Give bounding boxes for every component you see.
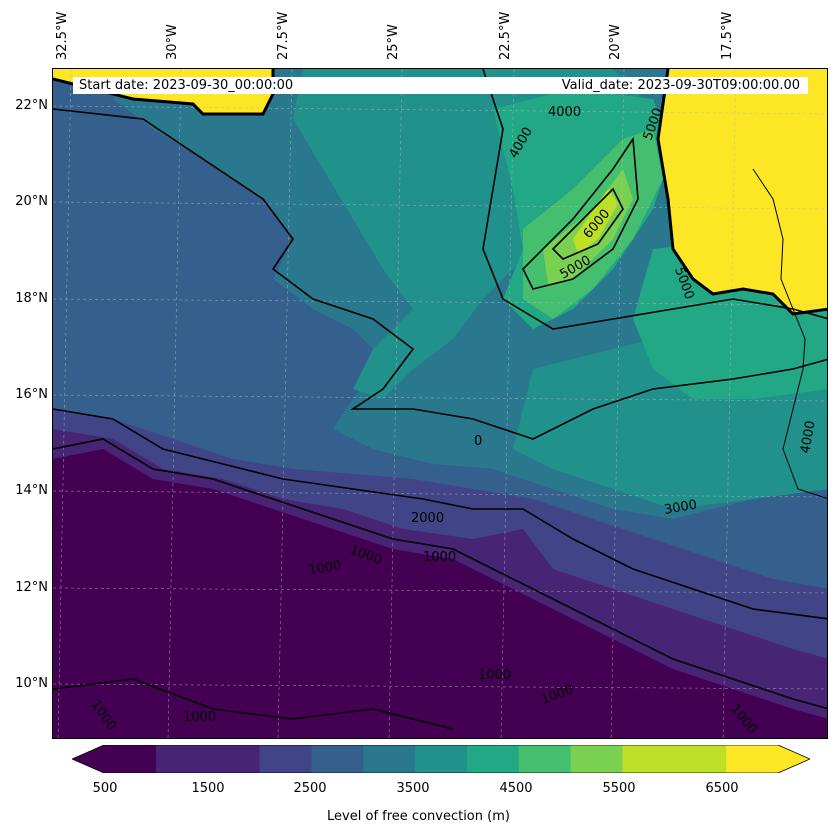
coastline [752,168,827,499]
field-5500-6000 [573,189,618,254]
contour-label: 4000 [798,419,819,454]
colorbar-segment [674,745,727,773]
contour-1000 [53,438,827,710]
contour-label: 2000 [411,511,444,526]
lat-label-16N: 16°N [15,387,48,402]
lat-label-14N: 14°N [15,483,48,498]
contour-2000 [53,408,827,620]
contour-label: 1000 [307,559,342,578]
field-above-7000-africa [658,69,827,314]
contour-3000 [53,108,827,440]
colorbar-segment [259,745,312,773]
lon-label-17.5W: 17.5°W [720,11,735,60]
start-date-label: Start date: 2023-09-30_00:00:00 [79,78,294,93]
contour-1000-south [53,678,454,730]
colorbar-segment [415,745,468,773]
contour-label: 1000 [478,668,511,683]
lon-label-32.5W: 32.5°W [55,11,70,60]
colorbar-tick: 1500 [191,781,225,796]
lon-label-25W: 25°W [386,24,401,60]
contour-africa-boundary [656,69,827,316]
lat-label-22N: 22°N [15,98,48,113]
colorbar-segment [622,745,675,773]
lat-label-12N: 12°N [15,580,48,595]
colorbar-tick: 3500 [396,781,430,796]
date-info-box: Start date: 2023-09-30_00:00:00 Valid_da… [73,77,808,94]
contour-4000 [482,69,827,330]
colorbar-label: Level of free convection (m) [327,809,510,824]
contour-label: 1000 [423,550,456,565]
lfc-filled-contour-map: 4000 4000 5000 5000 6000 5000 3000 4000 … [53,69,827,738]
lon-label-22.5W: 22.5°W [498,11,513,60]
lon-label-30W: 30°W [165,24,180,60]
colorbar-segment [570,745,623,773]
valid-date-label: Valid_date: 2023-09-30T09:00:00.00 [561,78,800,93]
colorbar-segment [104,745,157,773]
lat-label-20N: 20°N [15,194,48,209]
lon-label-27.5W: 27.5°W [276,11,291,60]
colorbar-extend-max [778,745,810,773]
colorbar-segment [518,745,572,773]
colorbar-tick: 500 [92,781,118,796]
colorbar-segment [311,745,364,773]
map-panel: 4000 4000 5000 5000 6000 5000 3000 4000 … [52,68,828,739]
contour-lines [53,69,827,730]
contour-canary-boundary [53,69,275,116]
colorbar-segment [726,745,779,773]
colorbar-segment [466,745,520,773]
contour-label: 0 [474,434,482,449]
contour-5000 [522,136,639,290]
contour-6000 [551,187,624,260]
colorbar-tick: 6500 [705,781,739,796]
colorbar-tick: 5500 [602,781,636,796]
lon-label-20W: 20°W [608,24,623,60]
gridlines [53,69,827,738]
lat-label-18N: 18°N [15,291,48,306]
contour-label: 3000 [663,497,698,518]
colorbar-tick: 2500 [293,781,327,796]
colorbar-segment [155,745,209,773]
colorbar [72,745,810,773]
contour-label: 4000 [548,105,581,120]
colorbar-extend-min [72,745,104,773]
colorbar-tick: 4500 [499,781,533,796]
field-500-1000 [53,449,827,738]
contour-label: 1000 [183,710,216,725]
colorbar-segment [207,745,261,773]
lat-label-10N: 10°N [15,676,48,691]
colorbar-segment [363,745,416,773]
